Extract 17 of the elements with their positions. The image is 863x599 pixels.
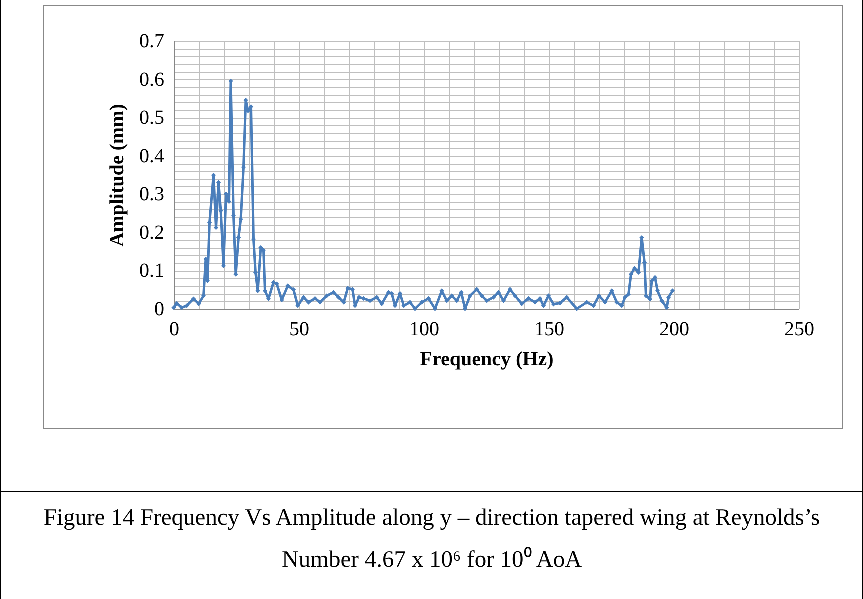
- y-tick-label: 0.3: [140, 184, 164, 206]
- x-axis-title: Frequency (Hz): [420, 348, 554, 370]
- y-tick-label: 0.6: [140, 68, 164, 91]
- x-tick-label: 150: [534, 318, 564, 340]
- x-tick-label: 50: [290, 318, 310, 340]
- x-tick-label: 100: [410, 318, 440, 340]
- y-tick-label: 0.2: [140, 222, 164, 244]
- y-tick-label: 0.7: [140, 30, 164, 52]
- y-tick-label: 0.5: [140, 107, 164, 130]
- y-tick-label: 0: [154, 298, 164, 320]
- x-tick-label: 250: [784, 318, 814, 340]
- text: Figure 14 Frequency Vs Amplitude along y – direction tapered wing at Reynolds’s Number 4.67 x 10⁶ for 10⁰ AoA: [42, 504, 822, 575]
- x-tick-label: 200: [660, 318, 690, 340]
- y-tick-label: 0.1: [140, 260, 164, 282]
- y-axis-title: Amplitude (mm): [106, 104, 128, 247]
- x-tick-label: 0: [170, 318, 180, 340]
- y-tick-label: 0.4: [140, 145, 164, 168]
